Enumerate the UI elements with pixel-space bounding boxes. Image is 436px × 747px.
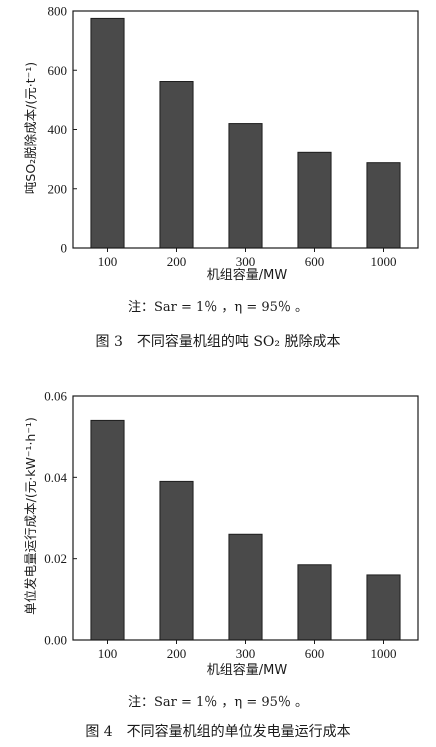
chart-2-bar-600 xyxy=(297,564,332,641)
chart-1-bar-200 xyxy=(159,81,194,249)
chart-2-caption: 图 4 不同容量机组的单位发电量运行成本 xyxy=(85,723,350,740)
chart-2-y-axis-label: 单位发电量运行成本/(元·kW⁻¹·h⁻¹) xyxy=(23,417,38,615)
chart-2-x-ticks: 100 200 300 600 1000 xyxy=(98,640,397,661)
chart-1-y-tick-label: 0 xyxy=(61,241,68,256)
chart-2-x-tick-label: 1000 xyxy=(371,646,397,661)
chart-2-y-tick-label: 0.04 xyxy=(44,470,67,485)
chart-2-y-tick-label: 0.00 xyxy=(44,633,67,648)
chart-1-caption: 图 3 不同容量机组的吨 SO₂ 脱除成本 xyxy=(96,333,341,350)
chart-1-x-tick-label: 100 xyxy=(98,254,118,269)
chart-2-x-axis-label: 机组容量/MW xyxy=(207,662,288,678)
chart-2-bar-1000 xyxy=(366,574,401,641)
chart-1-y-axis-label: 吨SO₂脱除成本/(元·t⁻¹) xyxy=(23,62,38,194)
chart-1-bar-100 xyxy=(90,17,125,249)
chart-2-x-tick-label: 100 xyxy=(98,646,118,661)
chart-1-y-ticks: 0 200 400 600 800 xyxy=(48,4,77,256)
chart-1-bars xyxy=(90,17,401,249)
chart-1-x-tick-label: 200 xyxy=(167,254,187,269)
chart-2-y-tick-label: 0.02 xyxy=(44,551,67,566)
chart-1-x-axis-label: 机组容量/MW xyxy=(207,267,288,283)
chart-2-bar-100 xyxy=(90,419,125,641)
chart-1-bar-300 xyxy=(228,123,263,249)
chart-1-y-tick-label: 200 xyxy=(48,181,68,196)
chart-2-x-tick-label: 600 xyxy=(305,646,325,661)
chart-1-bar-1000 xyxy=(366,162,401,249)
chart-1-bar-600 xyxy=(297,151,332,249)
chart-1-note: 注：Sar = 1％ ，η = 95％ 。 xyxy=(128,300,308,315)
chart-2: 0.00 0.02 0.04 0.06 100 200 300 600 1000 机组容量/M… xyxy=(23,389,419,740)
chart-1: 0 200 400 600 800 100 200 300 600 1000 机组容量/MW 吨… xyxy=(23,4,419,350)
chart-2-bar-300 xyxy=(228,533,263,641)
chart-1-y-tick-label: 400 xyxy=(48,122,68,137)
chart-2-bars xyxy=(90,419,401,641)
chart-1-x-ticks: 100 200 300 600 1000 xyxy=(98,248,397,269)
chart-1-x-tick-label: 600 xyxy=(305,254,325,269)
chart-2-x-tick-label: 300 xyxy=(236,646,256,661)
chart-2-y-tick-label: 0.06 xyxy=(44,389,67,404)
chart-2-note: 注：Sar = 1％ ，η = 95％ 。 xyxy=(128,695,308,710)
chart-2-x-tick-label: 200 xyxy=(167,646,187,661)
chart-2-y-ticks: 0.00 0.02 0.04 0.06 xyxy=(44,389,77,648)
chart-1-y-tick-label: 600 xyxy=(48,63,68,78)
chart-1-x-tick-label: 300 xyxy=(236,254,256,269)
chart-2-bar-200 xyxy=(159,480,194,641)
chart-1-y-tick-label: 800 xyxy=(48,4,68,19)
chart-1-x-tick-label: 1000 xyxy=(371,254,397,269)
